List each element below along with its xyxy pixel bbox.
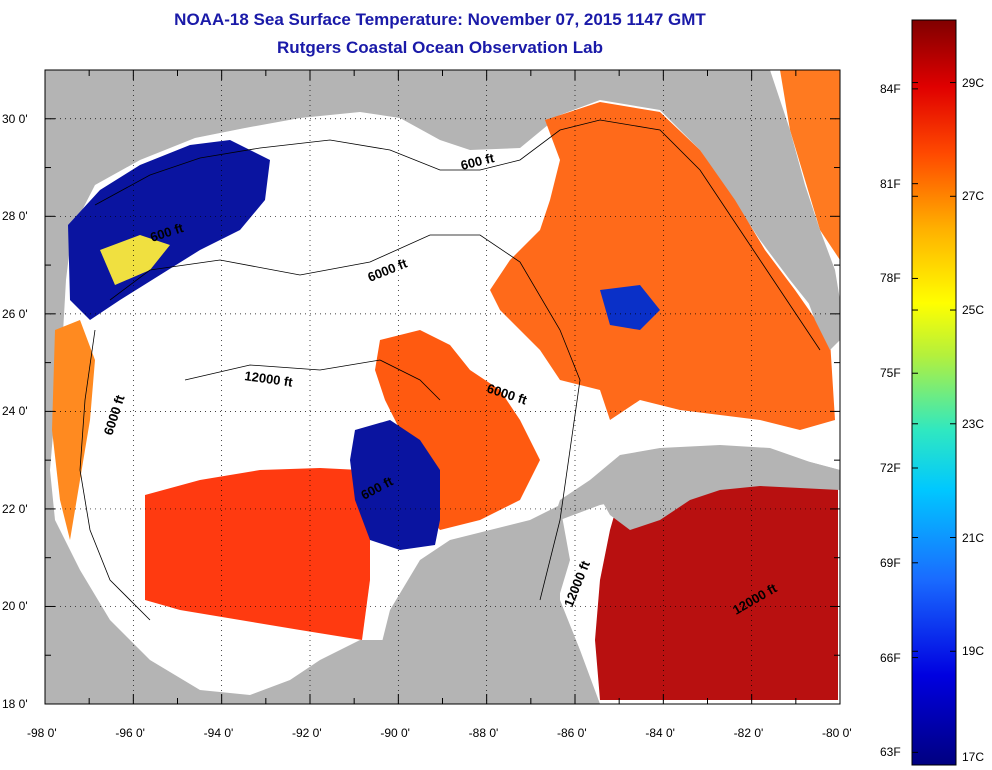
colorbar-ticks	[912, 82, 956, 766]
map-subtitle: Rutgers Coastal Ocean Observation Lab	[277, 38, 603, 57]
latitude-label: 22 0'	[2, 501, 28, 516]
axis-ticks	[44, 69, 841, 705]
longitude-label: -96 0'	[115, 726, 145, 740]
colorbar-fahrenheit-label: 84F	[880, 81, 901, 96]
sst-warm-florida-atlantic	[780, 70, 840, 260]
latitude-label: 28 0'	[2, 209, 28, 224]
longitude-label: -98 0'	[27, 726, 57, 740]
latitude-label: 30 0'	[2, 111, 28, 126]
latitude-label: 20 0'	[2, 599, 28, 614]
longitude-label: -84 0'	[645, 726, 675, 740]
sst-cold-campeche	[350, 420, 440, 550]
colorbar-fahrenheit-label: 72F	[880, 461, 901, 475]
colorbar-fahrenheit-label: 78F	[880, 271, 901, 286]
latitude-label: 26 0'	[2, 306, 28, 321]
colorbar-celsius-label: 21C	[962, 530, 985, 545]
sst-mixed-mexico-coast	[52, 320, 95, 540]
colorbar-fahrenheit-label: 66F	[880, 650, 901, 665]
colorbar-celsius-label: 17C	[962, 750, 985, 764]
colorbar-celsius-label: 19C	[962, 644, 985, 659]
sst-warm-yucatan-north	[145, 468, 370, 640]
colorbar-celsius-label: 27C	[962, 189, 985, 204]
longitude-label: -88 0'	[468, 726, 499, 740]
yucatan-land	[380, 505, 570, 704]
cuba-land	[590, 452, 840, 530]
colorbar-fahrenheit-label: 81F	[880, 176, 901, 191]
longitude-label: -94 0'	[203, 726, 234, 740]
colorbar-celsius-label: 23C	[962, 416, 985, 431]
sst-hot-caribbean	[595, 482, 838, 700]
longitude-label: -82 0'	[733, 726, 764, 740]
sst-cold-eastern	[600, 285, 660, 330]
contour-6000ft-west	[79, 329, 151, 621]
colorbar-fahrenheit-label: 75F	[880, 366, 901, 381]
colorbar-celsius-label: 29C	[962, 75, 985, 90]
colorbar	[911, 19, 957, 766]
contour-6000ft	[109, 234, 581, 601]
map-title: NOAA-18 Sea Surface Temperature: Novembe…	[174, 10, 706, 29]
colorbar-celsius-label: 25C	[962, 303, 985, 318]
sst-mixed-texas-yellow	[100, 235, 170, 285]
longitude-label: -86 0'	[557, 726, 587, 740]
longitude-label: -90 0'	[380, 726, 410, 740]
colorbar-fahrenheit-label: 69F	[880, 555, 901, 570]
grid-lines	[45, 70, 840, 704]
longitude-label: -92 0'	[292, 726, 322, 740]
florida-land	[760, 70, 840, 350]
contour-600ft	[94, 119, 821, 351]
colorbar-fahrenheit-label: 63F	[880, 745, 901, 760]
contour-12000ft	[184, 359, 441, 401]
contour-label: 12000 ft	[244, 368, 295, 390]
latitude-label: 24 0'	[2, 404, 28, 419]
longitude-label: -80 0'	[822, 726, 852, 740]
latitude-label: 18 0'	[2, 697, 28, 711]
sst-warm-florida	[490, 102, 835, 430]
